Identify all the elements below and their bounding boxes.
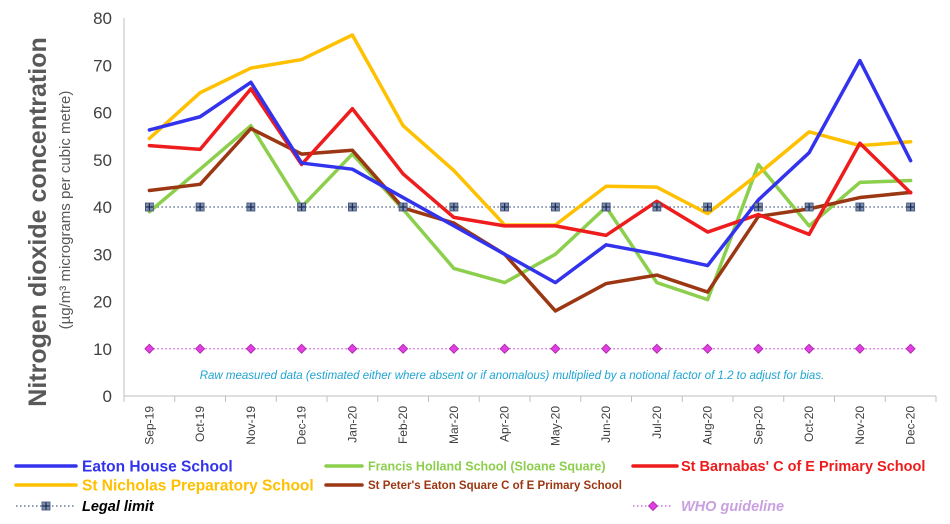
x-tick-label: Oct-19 xyxy=(193,406,207,442)
series-line-st-nicholas-preparatory-school xyxy=(147,33,913,227)
series-line-eaton-house-school xyxy=(147,58,913,285)
legend-item-who-guideline: WHO guideline xyxy=(633,499,784,515)
y-tick-label: 80 xyxy=(93,9,112,28)
legal-limit-point xyxy=(550,202,560,212)
x-tick-label: Apr-20 xyxy=(498,406,512,442)
legal-limit-point xyxy=(804,202,814,212)
legend-label: WHO guideline xyxy=(681,499,784,515)
who-guideline-point xyxy=(144,343,155,354)
y-tick-label: 70 xyxy=(93,56,112,75)
series-line-st-barnabas-c-of-e-primary-school xyxy=(147,87,913,238)
who-guideline-point xyxy=(296,343,307,354)
x-tick-label: Jul-20 xyxy=(650,406,664,439)
y-tick-label: 50 xyxy=(93,151,112,170)
who-guideline-point xyxy=(550,343,561,354)
legal-limit-point xyxy=(449,202,459,212)
y-tick-label: 20 xyxy=(93,293,112,312)
legend-item-francis-holland-school-sloane-square: Francis Holland School (Sloane Square) xyxy=(324,460,606,474)
legal-limit-point xyxy=(347,202,357,212)
legend-item-eaton-house-school: Eaton House School xyxy=(14,459,233,476)
y-tick-label: 30 xyxy=(93,245,112,264)
legal-limit-point xyxy=(652,202,662,212)
x-tick-label: Sep-19 xyxy=(142,406,156,445)
series-markers xyxy=(144,202,916,354)
legend-label: Eaton House School xyxy=(82,459,233,476)
who-guideline-point xyxy=(499,343,510,354)
x-tick-label: Feb-20 xyxy=(396,406,410,444)
x-tick-label: Oct-20 xyxy=(802,406,816,442)
x-tick-label: Nov-20 xyxy=(853,406,867,445)
legend-label: Francis Holland School (Sloane Square) xyxy=(368,460,606,474)
y-axis-subtitle: (µg/m³ micrograms per cubic metre) xyxy=(57,91,74,330)
legal-limit-point xyxy=(753,202,763,212)
plus-square-marker-icon xyxy=(41,501,51,511)
y-axis-title: Nitrogen dioxide concentration xyxy=(24,37,52,406)
legend-label: St Nicholas Preparatory School xyxy=(82,478,314,495)
legal-limit-point xyxy=(297,202,307,212)
legal-limit-point xyxy=(144,202,154,212)
who-guideline-point xyxy=(347,343,358,354)
series-line-francis-holland-school-sloane-square xyxy=(147,123,913,302)
x-tick-label: Aug-20 xyxy=(701,406,715,445)
legend-label: Legal limit xyxy=(82,499,155,515)
y-tick-label: 0 xyxy=(103,387,112,406)
legend-label: St Peter's Eaton Square C of E Primary S… xyxy=(368,480,622,492)
y-tick-labels: 0 10 20 30 40 50 60 70 80 xyxy=(93,9,112,406)
x-tick-labels: Sep-19 Oct-19 Nov-19 Dec-19 Jan-20 Feb-20 Mar-… xyxy=(142,406,917,446)
y-tick-label: 40 xyxy=(93,198,112,217)
who-guideline-point xyxy=(398,343,409,354)
who-guideline-point xyxy=(448,343,459,354)
x-tick-label: Nov-19 xyxy=(244,406,258,445)
legal-limit-point xyxy=(855,202,865,212)
who-guideline-point xyxy=(702,343,713,354)
who-guideline-point xyxy=(753,343,764,354)
x-tick-label: Dec-20 xyxy=(904,406,918,445)
legend: Eaton House School Francis Holland School… xyxy=(14,459,925,515)
legal-limit-point xyxy=(246,202,256,212)
x-tick-label: Sep-20 xyxy=(751,406,765,445)
legal-limit-point xyxy=(398,202,408,212)
legend-item-st-nicholas-preparatory-school: St Nicholas Preparatory School xyxy=(14,478,314,495)
legal-limit-point xyxy=(500,202,510,212)
x-tick-label: Dec-19 xyxy=(295,406,309,445)
legend-item-st-barnabas-c-of-e-primary-school: St Barnabas' C of E Primary School xyxy=(631,459,925,475)
who-guideline-point xyxy=(804,343,815,354)
legal-limit-point xyxy=(703,202,713,212)
diamond-marker-icon xyxy=(647,500,659,512)
legend-label: St Barnabas' C of E Primary School xyxy=(681,459,925,475)
legal-limit-point xyxy=(195,202,205,212)
legend-item-st-peter-s-eaton-square-c-of-e-primary-school: St Peter's Eaton Square C of E Primary S… xyxy=(324,480,622,492)
axes xyxy=(123,18,937,402)
x-tick-label: May-20 xyxy=(548,406,562,446)
y-tick-label: 10 xyxy=(93,340,112,359)
who-guideline-point xyxy=(245,343,256,354)
y-tick-label: 60 xyxy=(93,104,112,123)
who-guideline-point xyxy=(195,343,206,354)
series-line-st-peter-s-eaton-square-c-of-e-primary-school xyxy=(147,126,913,313)
chart-annotation: Raw measured data (estimated either wher… xyxy=(200,370,825,382)
x-tick-label: Mar-20 xyxy=(447,406,461,444)
legend-item-legal-limit: Legal limit xyxy=(16,499,155,515)
legal-limit-point xyxy=(906,202,916,212)
who-guideline-point xyxy=(905,343,916,354)
series-lines xyxy=(147,33,913,350)
who-guideline-point xyxy=(651,343,662,354)
x-tick-label: Jun-20 xyxy=(599,406,613,443)
x-tick-label: Jan-20 xyxy=(345,406,359,443)
who-guideline-point xyxy=(854,343,865,354)
who-guideline-point xyxy=(601,343,612,354)
legal-limit-point xyxy=(601,202,611,212)
